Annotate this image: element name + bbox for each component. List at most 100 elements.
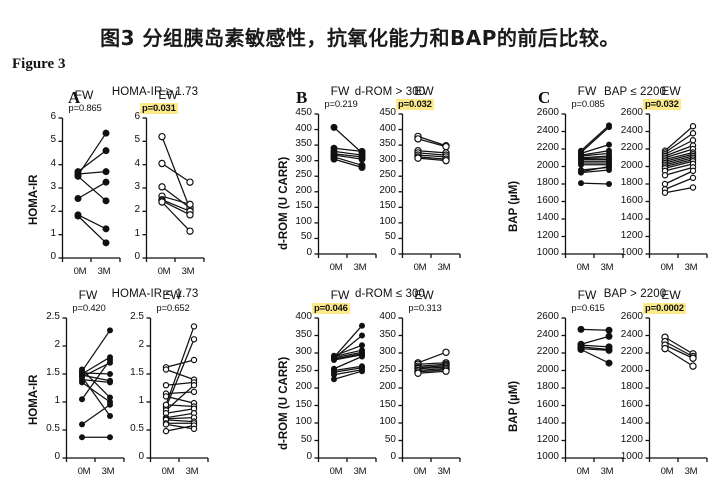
p-value-e-fw: p=0.046 bbox=[312, 303, 350, 314]
y-tick-label: 0 bbox=[54, 451, 60, 462]
x-tick-label: 0M bbox=[660, 262, 674, 273]
y-tick-label: 2200 bbox=[536, 142, 559, 153]
y-tick-label: 1000 bbox=[620, 451, 643, 462]
x-tick-label: 3M bbox=[684, 262, 698, 273]
subplot-title-d-ew: EW bbox=[162, 288, 182, 302]
y-tick-label: 300 bbox=[295, 153, 312, 165]
subplot-title-d-fw: FW bbox=[78, 288, 98, 302]
y-tick-label: 0.5 bbox=[130, 423, 144, 434]
y-tick-label: 0 bbox=[390, 247, 396, 258]
y-tick-label: 1000 bbox=[620, 247, 643, 258]
y-tick-label: 1200 bbox=[536, 433, 559, 445]
scatter-plot-f-fw bbox=[561, 317, 624, 462]
scatter-plot-e-fw bbox=[314, 317, 377, 462]
scatter-plot-f-ew bbox=[645, 317, 708, 462]
y-tick-label: 1600 bbox=[536, 194, 559, 206]
x-tick-label: 0M bbox=[660, 466, 674, 477]
panel-letter-c: C bbox=[538, 88, 551, 107]
p-value-d-ew: p=0.652 bbox=[156, 303, 190, 314]
y-tick-label: 1800 bbox=[536, 381, 559, 392]
y-tick-label: 250 bbox=[379, 169, 396, 181]
y-tick-label: 1600 bbox=[620, 398, 643, 410]
y-tick-label: 1 bbox=[134, 227, 140, 239]
y-tick-label: 0.5 bbox=[46, 423, 60, 434]
scatter-plot-c-ew bbox=[645, 113, 708, 258]
y-tick-label: 3 bbox=[50, 181, 56, 192]
y-tick-label: 350 bbox=[295, 328, 312, 340]
x-tick-label: 0M bbox=[77, 466, 91, 477]
y-tick-label: 2400 bbox=[536, 328, 559, 340]
x-tick-label: 3M bbox=[181, 266, 195, 277]
y-tick-label: 350 bbox=[295, 138, 312, 150]
y-tick-label: 2000 bbox=[620, 159, 643, 171]
y-tick-label: 400 bbox=[295, 311, 312, 322]
x-tick-label: 3M bbox=[353, 466, 367, 477]
x-tick-label: 3M bbox=[101, 466, 115, 477]
scatter-plot-a-fw bbox=[58, 117, 121, 262]
x-tick-label: 3M bbox=[437, 262, 451, 273]
subplot-title-a-ew: EW bbox=[158, 88, 178, 102]
x-tick-label: 0M bbox=[576, 466, 590, 477]
x-tick-label: 0M bbox=[157, 266, 171, 277]
y-tick-label: 2400 bbox=[536, 124, 559, 136]
y-tick-label: 1800 bbox=[536, 177, 559, 188]
p-value-f-fw: p=0.615 bbox=[571, 303, 605, 314]
y-tick-label: 250 bbox=[295, 363, 312, 375]
figure-label: Figure 3 bbox=[12, 56, 66, 72]
scatter-plot-b-fw bbox=[314, 113, 377, 258]
x-tick-label: 0M bbox=[413, 262, 427, 273]
x-tick-label: 0M bbox=[576, 262, 590, 273]
y-tick-label: 1200 bbox=[536, 229, 559, 241]
y-tick-label: 0 bbox=[138, 451, 144, 462]
y-tick-label: 150 bbox=[379, 398, 396, 410]
y-tick-label: 2400 bbox=[620, 124, 643, 136]
y-tick-label: 0 bbox=[306, 247, 312, 258]
y-tick-label: 250 bbox=[295, 169, 312, 181]
x-tick-label: 3M bbox=[600, 466, 614, 477]
y-tick-label: 5 bbox=[134, 134, 140, 146]
y-tick-label: 1400 bbox=[536, 416, 559, 427]
scatter-plot-e-ew bbox=[398, 317, 461, 462]
x-tick-label: 3M bbox=[684, 466, 698, 477]
y-tick-label: 2000 bbox=[536, 363, 559, 375]
y-tick-label: 0 bbox=[390, 451, 396, 462]
y-tick-label: 350 bbox=[379, 138, 396, 150]
y-tick-label: 200 bbox=[295, 184, 312, 196]
y-tick-label: 1800 bbox=[620, 177, 643, 188]
y-tick-label: 1000 bbox=[536, 451, 559, 462]
y-tick-label: 2 bbox=[138, 339, 144, 350]
scatter-plot-d-fw bbox=[62, 317, 125, 462]
y-tick-label: 2200 bbox=[620, 346, 643, 357]
subplot-title-f-fw: FW bbox=[577, 288, 597, 302]
subplot-title-b-fw: FW bbox=[330, 84, 350, 98]
y-tick-label: 0 bbox=[306, 451, 312, 462]
x-tick-label: 0M bbox=[413, 466, 427, 477]
y-tick-label: 350 bbox=[379, 328, 396, 340]
y-tick-label: 1 bbox=[138, 395, 144, 406]
y-tick-label: 1000 bbox=[536, 247, 559, 258]
group-title-a: HOMA-IR ≥ 1.73 bbox=[111, 86, 199, 98]
y-tick-label: 300 bbox=[379, 153, 396, 165]
y-tick-label: 400 bbox=[379, 122, 396, 134]
subplot-title-a-fw: FW bbox=[74, 88, 94, 102]
y-tick-label: 50 bbox=[384, 433, 396, 445]
y-tick-label: 200 bbox=[295, 381, 312, 392]
p-value-a-fw: p=0.865 bbox=[68, 103, 102, 114]
y-tick-label: 5 bbox=[50, 134, 56, 146]
y-tick-label: 300 bbox=[295, 346, 312, 357]
y-tick-label: 1 bbox=[50, 227, 56, 239]
subplot-title-e-ew: EW bbox=[414, 288, 434, 302]
y-tick-label: 2600 bbox=[620, 311, 643, 322]
y-tick-label: 3 bbox=[134, 181, 140, 192]
y-tick-label: 1400 bbox=[620, 212, 643, 223]
subplot-title-c-fw: FW bbox=[577, 84, 597, 98]
y-tick-label: 150 bbox=[379, 200, 396, 212]
group-title-e: d-ROM ≤ 300 bbox=[354, 288, 426, 300]
y-tick-label: 6 bbox=[134, 111, 140, 122]
subplot-title-e-fw: FW bbox=[330, 288, 350, 302]
x-tick-label: 0M bbox=[161, 466, 175, 477]
y-tick-label: 2000 bbox=[620, 363, 643, 375]
y-tick-label: 1600 bbox=[536, 398, 559, 410]
y-tick-label: 400 bbox=[379, 311, 396, 322]
group-title-c: BAP ≤ 2200 bbox=[603, 86, 667, 98]
